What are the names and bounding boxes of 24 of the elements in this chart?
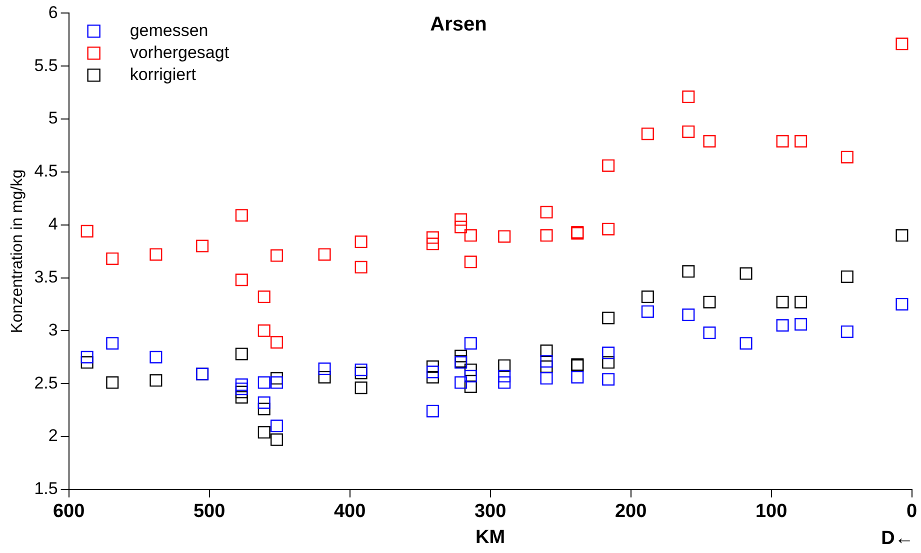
y-tick-label: 4.5 (34, 162, 58, 181)
y-tick-label: 3.5 (34, 267, 58, 286)
y-tick-label: 5 (48, 108, 58, 128)
x-tick-label: 400 (334, 501, 366, 522)
y-tick-label: 5.5 (34, 56, 58, 75)
x-tick-label: 600 (52, 501, 85, 522)
y-tick-label: 3 (48, 320, 58, 340)
x-tick-label: 300 (474, 501, 506, 522)
x-tick-label: 200 (614, 501, 647, 522)
x-axis-title: KM (476, 526, 506, 548)
y-tick-label: 1.5 (34, 479, 58, 498)
x-tick-label: 500 (193, 501, 226, 522)
x-tick-label: 100 (755, 501, 788, 522)
legend-label: gemessen (130, 20, 208, 40)
y-tick-label: 2.5 (34, 373, 58, 392)
legend-label: vorhergesagt (130, 42, 230, 62)
y-tick-label: 6 (48, 2, 58, 22)
y-tick-label: 4 (48, 214, 58, 234)
y-tick-label: 2 (48, 426, 58, 446)
chart-title: Arsen (430, 14, 487, 36)
y-axis-title: Konzentration in mg/kg (9, 169, 26, 334)
x-tick-label: 0 (906, 501, 918, 522)
legend-label: korrigiert (130, 64, 196, 84)
text: D← (881, 528, 914, 550)
